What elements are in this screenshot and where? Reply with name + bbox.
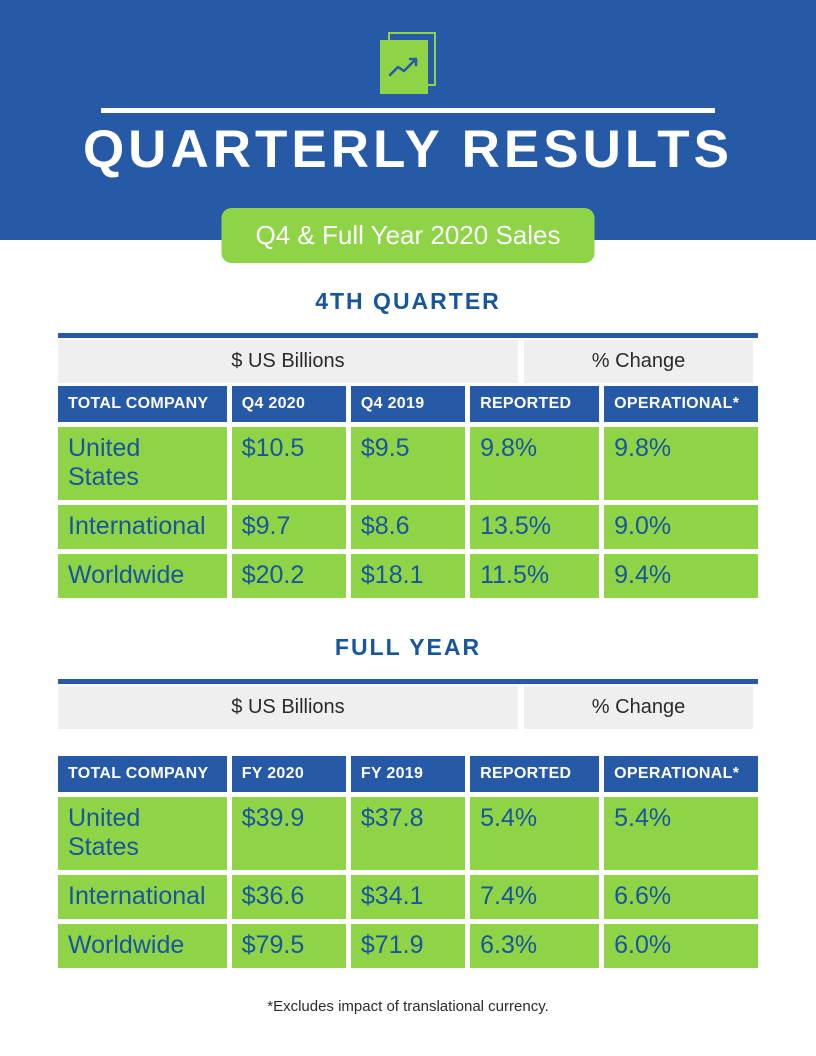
cell-value: $39.9 <box>232 797 346 870</box>
col-header: OPERATIONAL* <box>604 756 758 792</box>
table-row: International $36.6 $34.1 7.4% 6.6% <box>58 875 758 919</box>
table-row: International $9.7 $8.6 13.5% 9.0% <box>58 505 758 549</box>
cell-label: International <box>58 875 227 919</box>
cell-label: Worldwide <box>58 924 227 968</box>
table-row: United States $39.9 $37.8 5.4% 5.4% <box>58 797 758 870</box>
cell-value: 9.4% <box>604 554 758 598</box>
col-header: REPORTED <box>470 756 599 792</box>
col-header: Q4 2020 <box>232 386 346 422</box>
col-header: TOTAL COMPANY <box>58 386 227 422</box>
cell-value: $8.6 <box>351 505 465 549</box>
table-row: Worldwide $20.2 $18.1 11.5% 9.4% <box>58 554 758 598</box>
group-header-row: $ US Billions % Change <box>58 686 758 729</box>
cell-value: $10.5 <box>232 427 346 500</box>
cell-value: 6.6% <box>604 875 758 919</box>
cell-label: Worldwide <box>58 554 227 598</box>
group-label-change: % Change <box>524 340 753 383</box>
col-header: OPERATIONAL* <box>604 386 758 422</box>
cell-value: 6.3% <box>470 924 599 968</box>
cell-value: 13.5% <box>470 505 599 549</box>
cell-value: $9.7 <box>232 505 346 549</box>
section-title-fy: FULL YEAR <box>58 634 758 661</box>
cell-value: $79.5 <box>232 924 346 968</box>
cell-value: $36.6 <box>232 875 346 919</box>
section-title-q4: 4TH QUARTER <box>58 288 758 315</box>
cell-value: 5.4% <box>470 797 599 870</box>
cell-value: $9.5 <box>351 427 465 500</box>
cell-value: $20.2 <box>232 554 346 598</box>
group-header-row: $ US Billions % Change <box>58 340 758 383</box>
header-block: QUARTERLY RESULTS <box>0 0 816 240</box>
col-header: TOTAL COMPANY <box>58 756 227 792</box>
cell-label: International <box>58 505 227 549</box>
table-row: Worldwide $79.5 $71.9 6.3% 6.0% <box>58 924 758 968</box>
cell-value: 9.8% <box>604 427 758 500</box>
group-label-change: % Change <box>524 686 753 729</box>
table-top-border <box>58 333 758 338</box>
table-top-border <box>58 679 758 684</box>
subtitle-pill: Q4 & Full Year 2020 Sales <box>222 208 595 263</box>
cell-value: 11.5% <box>470 554 599 598</box>
page-title: QUARTERLY RESULTS <box>83 119 733 180</box>
title-rule <box>101 108 715 113</box>
column-header-row: TOTAL COMPANY FY 2020 FY 2019 REPORTED O… <box>58 756 758 792</box>
cell-value: $18.1 <box>351 554 465 598</box>
cell-value: 5.4% <box>604 797 758 870</box>
cell-value: $71.9 <box>351 924 465 968</box>
cell-value: 7.4% <box>470 875 599 919</box>
cell-value: $37.8 <box>351 797 465 870</box>
cell-value: 9.0% <box>604 505 758 549</box>
footnote: *Excludes impact of translational curren… <box>58 998 758 1015</box>
cell-value: 6.0% <box>604 924 758 968</box>
cell-label: United States <box>58 797 227 870</box>
group-label-billions: $ US Billions <box>58 340 518 383</box>
group-label-billions: $ US Billions <box>58 686 518 729</box>
column-header-row: TOTAL COMPANY Q4 2020 Q4 2019 REPORTED O… <box>58 386 758 422</box>
cell-label: United States <box>58 427 227 500</box>
cell-value: $34.1 <box>351 875 465 919</box>
cell-value: 9.8% <box>470 427 599 500</box>
col-header: FY 2019 <box>351 756 465 792</box>
col-header: REPORTED <box>470 386 599 422</box>
trend-up-icon <box>380 32 436 94</box>
col-header: FY 2020 <box>232 756 346 792</box>
table-row: United States $10.5 $9.5 9.8% 9.8% <box>58 427 758 500</box>
col-header: Q4 2019 <box>351 386 465 422</box>
content-area: 4TH QUARTER $ US Billions % Change TOTAL… <box>0 288 816 1015</box>
